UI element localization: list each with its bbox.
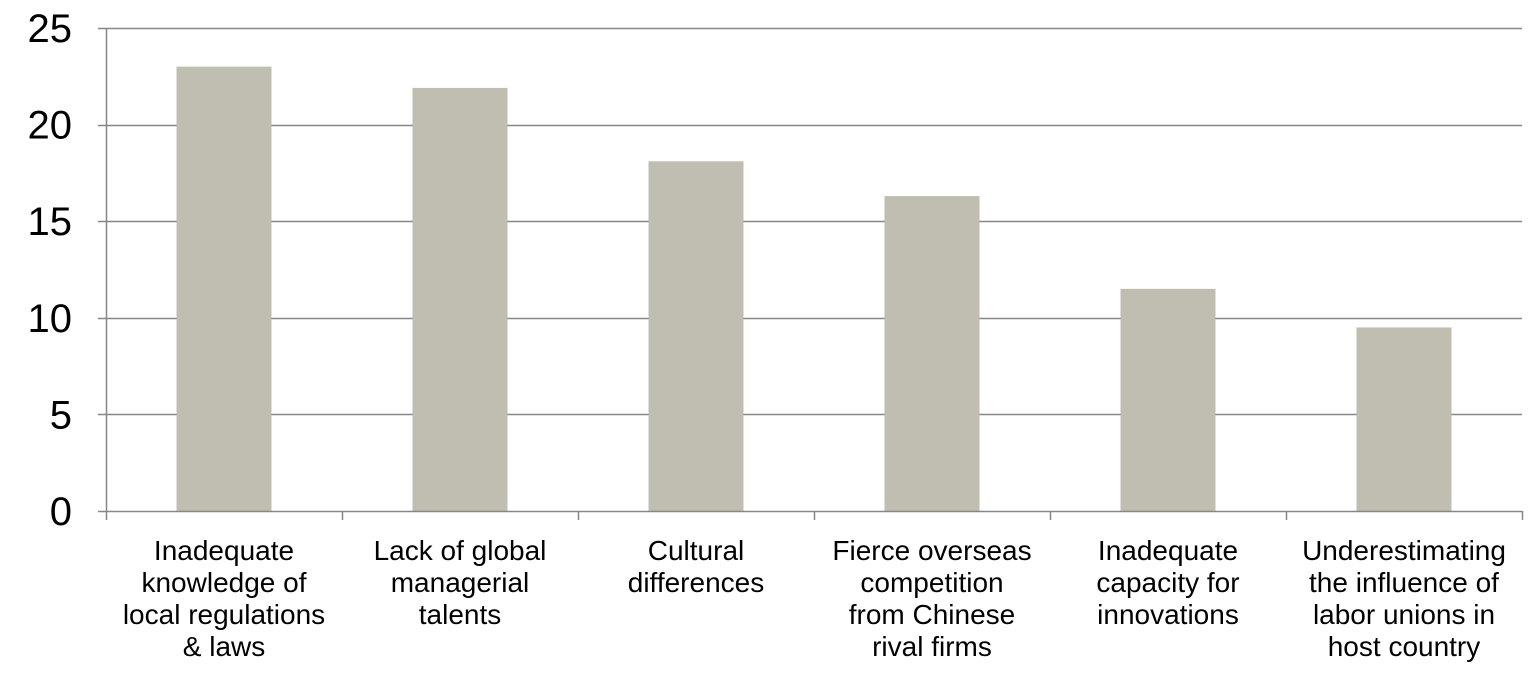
x-category-label-line: the influence of bbox=[1309, 567, 1499, 598]
y-tick-label-20: 20 bbox=[28, 104, 73, 148]
x-category-label-line: talents bbox=[419, 599, 502, 630]
bar-1 bbox=[176, 66, 272, 511]
y-tick-label-10: 10 bbox=[28, 297, 73, 341]
x-category-label-line: host country bbox=[1328, 631, 1481, 662]
x-category-label-line: differences bbox=[628, 567, 764, 598]
x-category-label-line: competition bbox=[860, 567, 1003, 598]
x-category-label-line: Cultural bbox=[648, 535, 744, 566]
x-category-label-line: Underestimating bbox=[1302, 535, 1506, 566]
x-category-label-1: Inadequate knowledge of local regulations &… bbox=[123, 535, 325, 662]
bar-5 bbox=[1120, 288, 1216, 511]
x-category-label-line: local regulations bbox=[123, 599, 325, 630]
x-category-label-line: rival firms bbox=[872, 631, 992, 662]
x-category-label-6: Underestimating the influence of labor uni… bbox=[1302, 535, 1506, 662]
x-category-label-line: managerial bbox=[391, 567, 530, 598]
bar-3 bbox=[648, 161, 744, 512]
x-category-label-line: labor unions in bbox=[1313, 599, 1495, 630]
x-category-labels: Inadequate knowledge of local regulations &… bbox=[123, 535, 1506, 662]
x-category-label-3: Cultural differences bbox=[628, 535, 764, 598]
x-category-label-line: knowledge of bbox=[141, 567, 306, 598]
axes bbox=[98, 27, 1524, 520]
x-category-label-line: & laws bbox=[183, 631, 265, 662]
x-category-label-4: Fierce overseas competition from Chinese ri… bbox=[832, 535, 1031, 662]
x-category-label-line: Lack of global bbox=[374, 535, 547, 566]
x-category-label-line: Inadequate bbox=[1098, 535, 1238, 566]
bar-2 bbox=[412, 87, 508, 511]
gridlines bbox=[106, 27, 1522, 416]
y-tick-label-5: 5 bbox=[50, 393, 72, 437]
x-category-label-line: capacity for bbox=[1096, 567, 1239, 598]
x-category-label-line: innovations bbox=[1097, 599, 1239, 630]
bar-6 bbox=[1356, 327, 1452, 511]
y-tick-label-25: 25 bbox=[28, 7, 73, 51]
x-category-label-line: Fierce overseas bbox=[832, 535, 1031, 566]
x-category-label-2: Lack of global managerial talents bbox=[374, 535, 547, 630]
x-category-label-line: from Chinese bbox=[849, 599, 1016, 630]
bars bbox=[176, 66, 1452, 512]
x-category-label-5: Inadequate capacity for innovations bbox=[1096, 535, 1239, 630]
bar-4 bbox=[884, 196, 980, 512]
x-category-label-line: Inadequate bbox=[154, 535, 294, 566]
y-tick-labels: 0 5 10 15 20 25 bbox=[28, 7, 73, 534]
y-tick-label-0: 0 bbox=[50, 490, 72, 534]
y-tick-label-15: 15 bbox=[28, 200, 73, 244]
